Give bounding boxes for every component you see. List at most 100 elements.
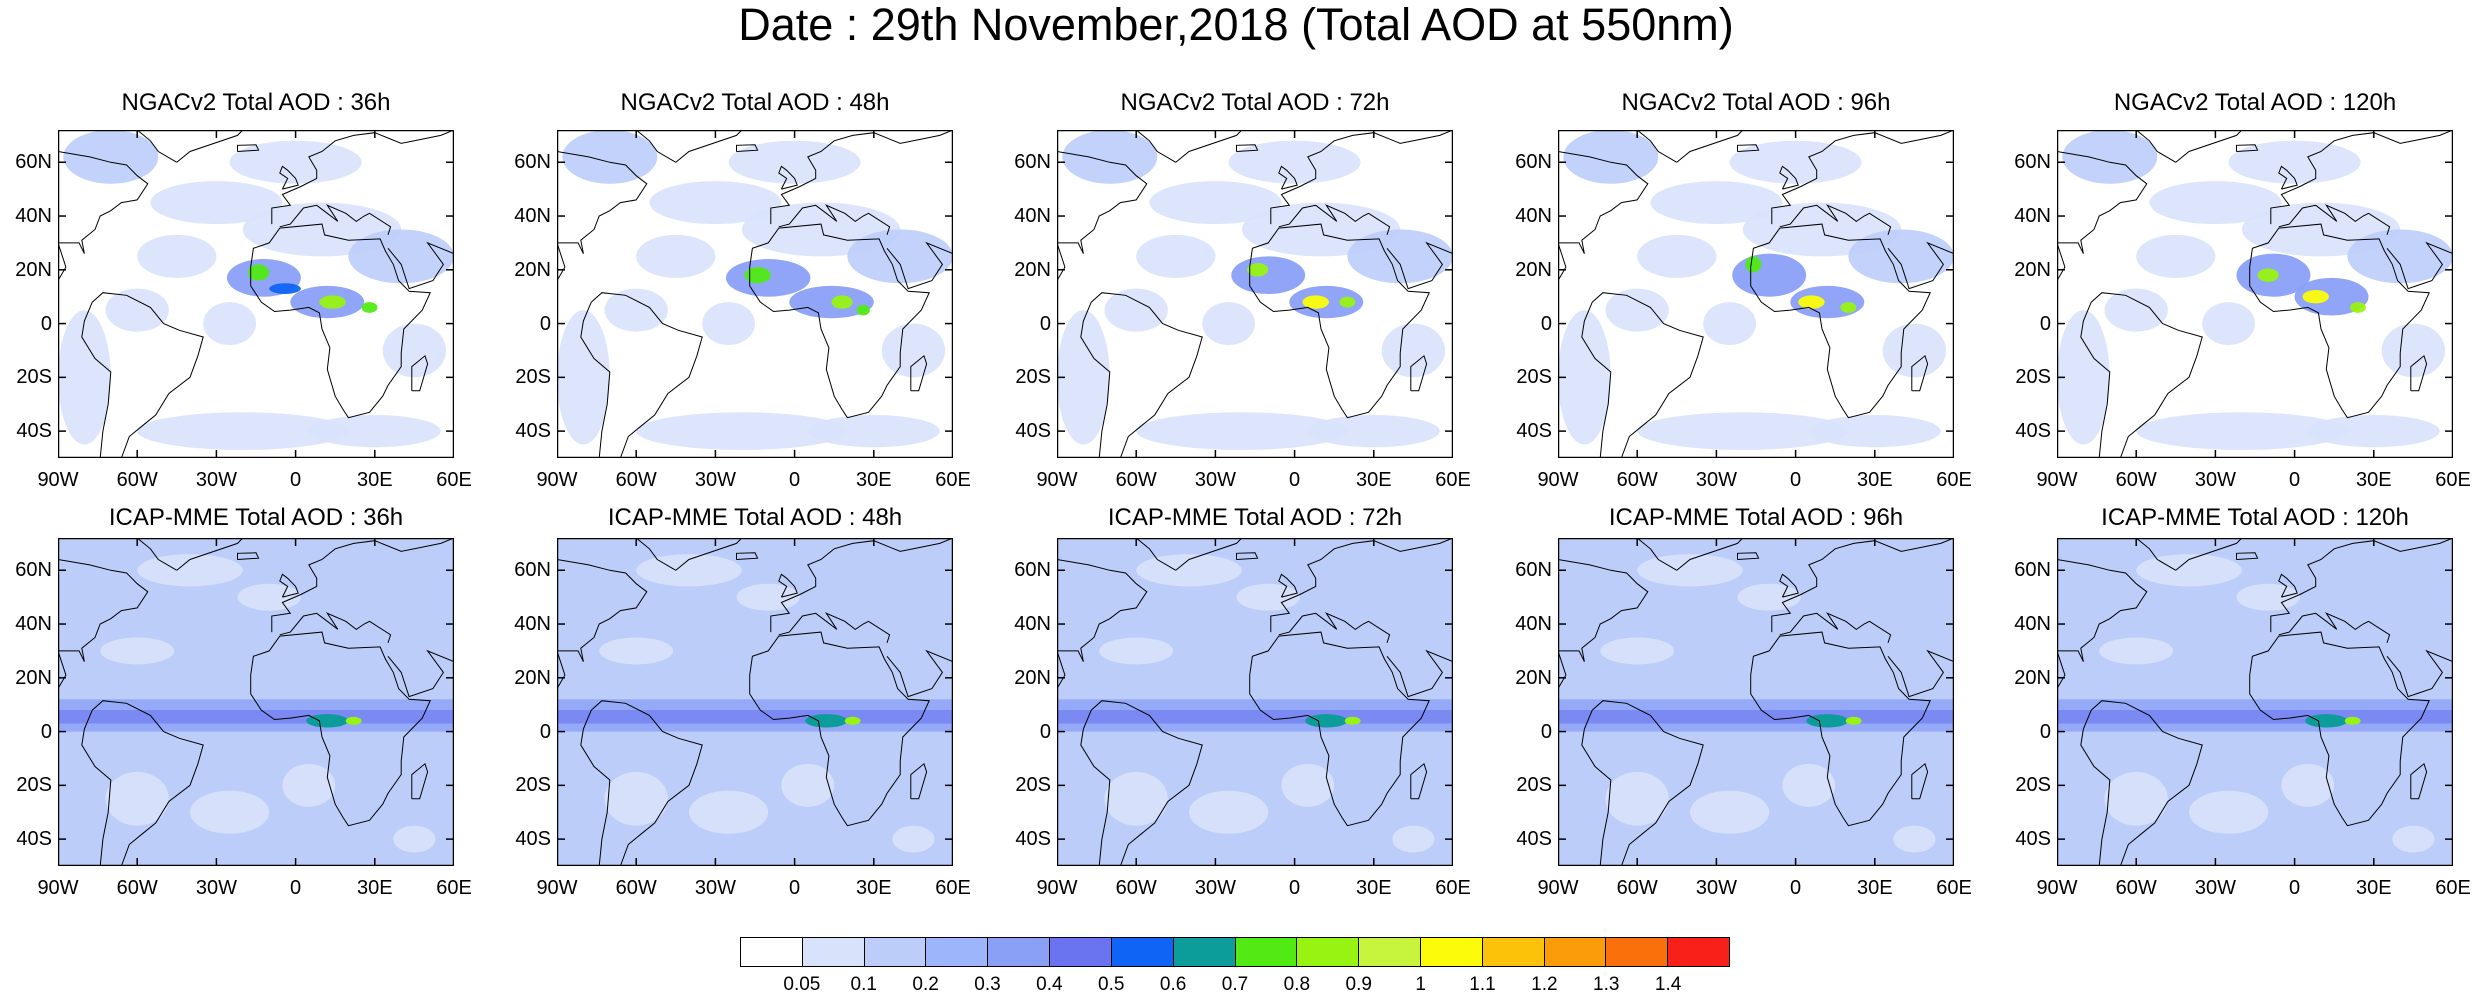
lat-tick-label: 40N [2014, 613, 2051, 636]
aod-patch [1882, 323, 1947, 378]
aod-plume [805, 714, 848, 728]
lat-tick-label: 20N [1014, 666, 1051, 689]
lon-tick-label: 30E [856, 469, 892, 491]
lon-tick-label: 60W [615, 469, 657, 491]
aod-plume [1344, 716, 1361, 725]
lat-tick-label: 20N [15, 666, 52, 689]
coastline-samerica [580, 700, 703, 866]
colorbar-box [988, 938, 1051, 966]
coastline-africa [1750, 631, 1931, 827]
colorbar-box [1359, 938, 1421, 966]
map-frame [58, 130, 454, 458]
colorbar-box [1544, 938, 1607, 966]
map-canvas [2057, 130, 2453, 458]
aod-plume [345, 716, 362, 725]
colorbar-box [1606, 938, 1669, 966]
coastline-namerica [1057, 559, 1148, 689]
lon-tick-label: 60E [436, 469, 472, 491]
coastline-iceland [736, 144, 759, 152]
map-frame [1558, 538, 1954, 866]
coastline-iceland [2236, 552, 2259, 560]
aod-plume [1302, 295, 1329, 309]
aod-plume [844, 716, 861, 725]
coastline-samerica [2080, 700, 2203, 866]
coastline-europe [770, 538, 953, 633]
coastline-europe [1771, 538, 1954, 633]
coastline-samerica [81, 700, 204, 866]
aod-plume [1845, 716, 1862, 725]
lon-tick-label: 30W [2194, 469, 2236, 491]
coastline-greenland [1135, 130, 1243, 163]
aod-patch [702, 302, 755, 346]
lat-tick-label: 40N [1014, 205, 1051, 228]
coastline-samerica [1581, 700, 1704, 866]
colorbar-label: 0.8 [1283, 974, 1311, 995]
coastline-med_north [1779, 204, 1892, 236]
coastline-greenland [2135, 130, 2243, 163]
panel-title: NGACv2 Total AOD : 36h [121, 89, 391, 116]
map-canvas [1057, 130, 1453, 458]
colorbar-box [1420, 938, 1483, 966]
lat-tick-label: 0 [1540, 720, 1552, 743]
lat-tick-label: 0 [1039, 312, 1051, 335]
map-panel [1057, 538, 1453, 866]
aod-patch [1136, 412, 1348, 450]
coastline-arabia [1386, 649, 1453, 698]
panel-title: ICAP-MME Total AOD : 72h [1107, 504, 1403, 531]
lat-tick-label: 40S [515, 828, 551, 851]
aod-patch [1189, 790, 1269, 834]
coastline-iceland [2236, 144, 2259, 152]
aod-patch [892, 825, 935, 853]
lon-tick-label: 30E [856, 877, 892, 899]
aod-patch [636, 554, 742, 587]
aod-patch [1637, 234, 1717, 278]
aod-patch [557, 310, 610, 445]
aod-patch [1307, 414, 1440, 448]
aod-patch [137, 234, 217, 278]
map-panel [58, 538, 454, 866]
coastline-europe [271, 130, 454, 225]
lon-tick-label: 60W [1616, 469, 1658, 491]
aod-patch [1104, 771, 1168, 826]
panel-title: NGACv2 Total AOD : 96h [1621, 89, 1891, 116]
colorbar-label: 0.9 [1345, 974, 1372, 995]
lat-tick-label: 20N [1515, 666, 1552, 689]
coastline-iceland [237, 552, 260, 560]
lon-tick-label: 60W [1616, 877, 1658, 899]
lon-tick-label: 30W [1194, 877, 1236, 899]
lat-tick-label: 20N [514, 258, 551, 281]
coastline-samerica [81, 292, 204, 458]
lat-tick-label: 20S [1015, 366, 1051, 389]
panel-title: ICAP-MME Total AOD : 48h [607, 504, 903, 531]
lon-tick-label: 0 [1790, 469, 1802, 491]
coastline-uk [2278, 165, 2298, 190]
coastline-greenland [136, 538, 244, 571]
lon-tick-label: 60E [1936, 877, 1972, 899]
aod-patch [1202, 302, 1255, 346]
lat-tick-label: 20S [1516, 366, 1552, 389]
lon-tick-label: 30W [1695, 469, 1737, 491]
coastline-uk [1278, 573, 1298, 598]
colorbar-label: 0.05 [783, 974, 821, 995]
aod-patch [1558, 310, 1611, 445]
colorbar-label: 0.6 [1159, 974, 1187, 995]
lat-tick-label: 20N [2014, 666, 2051, 689]
lon-tick-label: 90W [2036, 877, 2078, 899]
aod-patch [604, 288, 668, 332]
coastline-europe [1771, 130, 1954, 225]
map-panel [557, 538, 953, 866]
coastline-uk [778, 165, 798, 190]
lat-tick-label: 40N [15, 613, 52, 636]
coastline-africa [749, 631, 930, 827]
aod-patch [2149, 181, 2282, 225]
lat-tick-label: 0 [539, 720, 551, 743]
aod-colorbar [740, 937, 1730, 967]
map-canvas [557, 130, 953, 458]
lat-tick-label: 40N [2014, 205, 2051, 228]
panel-title: NGACv2 Total AOD : 48h [620, 89, 890, 116]
aod-patch [393, 825, 436, 853]
panel-title: NGACv2 Total AOD : 120h [2113, 89, 2397, 116]
colorbar-label: 1 [1415, 974, 1426, 995]
map-frame [1057, 130, 1453, 458]
coastline-greenland [1636, 538, 1744, 571]
